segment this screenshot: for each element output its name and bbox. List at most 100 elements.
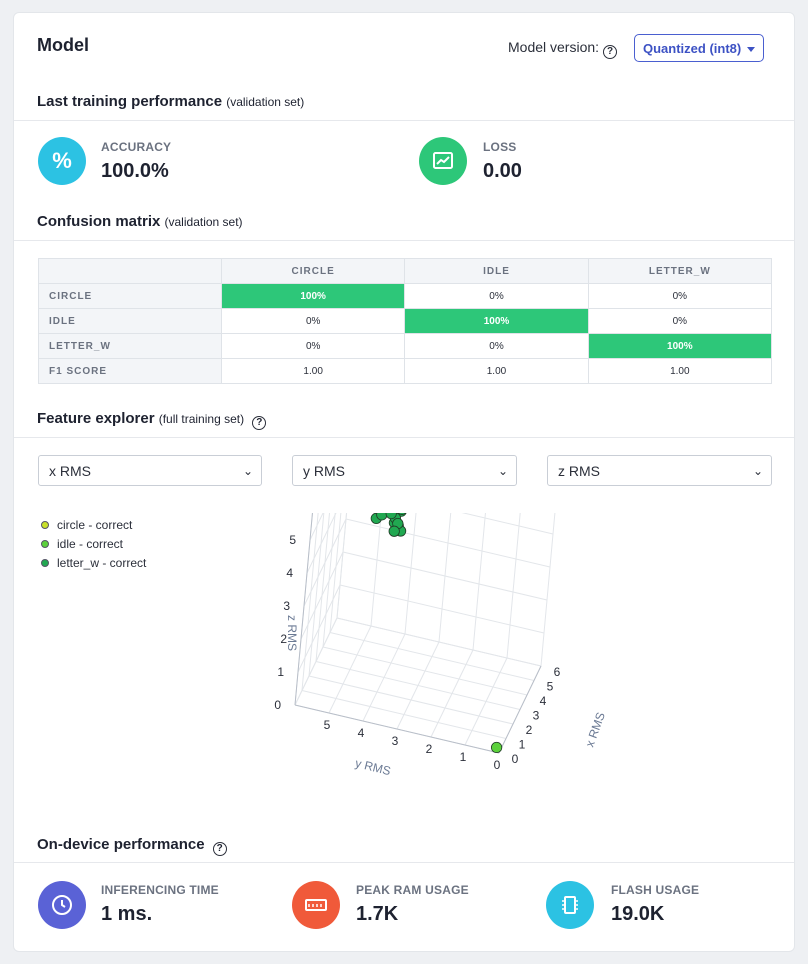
- peak-ram-label: PEAK RAM USAGE: [356, 883, 469, 897]
- model-version-value: Quantized (int8): [643, 41, 742, 56]
- data-point: [388, 525, 400, 537]
- grid-line: [438, 513, 452, 643]
- data-point: [491, 741, 503, 754]
- grid-line: [370, 513, 382, 627]
- svg-text:%: %: [52, 148, 72, 173]
- grid-line: [336, 617, 542, 667]
- z-tick-label: 1: [277, 665, 284, 679]
- confusion-matrix-table: CIRCLE IDLE LETTER_W CIRCLE 100% 0% 0% I…: [38, 258, 773, 384]
- divider: [14, 862, 794, 863]
- divider: [14, 240, 794, 241]
- column-header-circle: CIRCLE: [220, 258, 406, 284]
- table-cell: 100%: [404, 308, 589, 334]
- y-tick-label: 2: [426, 742, 433, 756]
- legend-item[interactable]: circle - correct: [41, 516, 146, 535]
- x-tick-label: 2: [526, 723, 533, 737]
- legend-item[interactable]: letter_w - correct: [41, 554, 146, 573]
- divider: [14, 120, 794, 121]
- divider: [14, 437, 794, 438]
- model-version-select[interactable]: Quantized (int8): [634, 34, 764, 62]
- help-icon[interactable]: ?: [603, 45, 618, 59]
- chevron-down-icon: ⌄: [497, 464, 508, 478]
- x-tick-label: 4: [540, 694, 547, 708]
- feature-explorer-subtitle: (full training set): [158, 412, 245, 426]
- x-tick-label: 6: [554, 665, 561, 679]
- x-axis-line: [498, 665, 542, 754]
- on-device-title: On-device performance ?: [37, 836, 227, 856]
- table-cell: 0%: [404, 283, 589, 309]
- x-axis-title: x RMS: [583, 710, 608, 749]
- y-tick-label: 0: [494, 758, 501, 772]
- accuracy-label: ACCURACY: [101, 140, 172, 154]
- y-axis-title: y RMS: [354, 756, 392, 778]
- grid-line: [472, 513, 486, 651]
- table-row: F1 SCORE 1.00 1.00 1.00: [38, 358, 773, 384]
- model-card: Model Model version:? Quantized (int8) L…: [13, 12, 795, 952]
- y-tick-label: 3: [392, 734, 399, 748]
- help-icon[interactable]: ?: [212, 842, 227, 856]
- loss-value: 0.00: [483, 160, 522, 182]
- row-header: LETTER_W: [38, 333, 222, 359]
- legend-item[interactable]: idle - correct: [41, 535, 146, 554]
- grid-line: [303, 518, 347, 607]
- legend-label: letter_w - correct: [57, 556, 147, 570]
- z-axis-line: [294, 513, 313, 706]
- grid-line: [430, 649, 474, 738]
- z-tick-label: 2: [280, 632, 287, 646]
- grid-line: [322, 513, 336, 648]
- grid-line: [362, 633, 406, 722]
- table-cell: 100%: [220, 283, 406, 309]
- legend-label: idle - correct: [57, 537, 124, 551]
- table-cell: 1.00: [404, 358, 589, 384]
- peak-ram-value: 1.7K: [356, 903, 399, 925]
- grid-line: [345, 518, 551, 568]
- z-tick-label: 4: [286, 566, 293, 580]
- legend-marker: [41, 559, 49, 567]
- table-corner-cell: [38, 258, 222, 284]
- legend-marker: [41, 540, 49, 548]
- flash-usage-value: 19.0K: [611, 903, 665, 925]
- caret-down-icon: [747, 47, 755, 52]
- page-title: Model: [37, 35, 89, 55]
- x-axis-select[interactable]: x RMS ⌄: [38, 455, 262, 486]
- z-tick-label: 0: [274, 698, 281, 712]
- training-section-title: Last training performance (validation se…: [37, 93, 305, 110]
- table-cell: 0%: [587, 283, 773, 309]
- x-tick-label: 3: [533, 709, 540, 723]
- y-tick-label: 4: [358, 726, 365, 740]
- grid-line: [404, 513, 417, 635]
- clock-icon: [38, 881, 86, 929]
- data-point: [397, 513, 407, 515]
- z-axis-select[interactable]: z RMS ⌄: [547, 455, 772, 486]
- grid-line: [506, 513, 521, 659]
- inferencing-time-value: 1 ms.: [101, 903, 153, 925]
- z-tick-label: 5: [289, 533, 296, 547]
- table-cell: 100%: [587, 333, 773, 359]
- flash-usage-label: FLASH USAGE: [611, 883, 700, 897]
- grid-line: [464, 657, 508, 746]
- help-icon[interactable]: ?: [252, 416, 267, 430]
- grid-line: [540, 513, 556, 667]
- chevron-down-icon: ⌄: [242, 464, 253, 478]
- grid-line: [342, 551, 548, 601]
- table-header-row: CIRCLE IDLE LETTER_W: [38, 258, 773, 284]
- ram-icon: [292, 881, 340, 929]
- trend-chart-icon: [419, 137, 467, 185]
- accuracy-value: 100.0%: [101, 160, 169, 182]
- grid-line: [339, 584, 545, 634]
- z-tick-label: 3: [283, 599, 290, 613]
- z-axis-title: z RMS: [285, 615, 299, 651]
- grid-line: [328, 625, 372, 714]
- z-tick-label: 6: [292, 513, 299, 514]
- grid-line: [300, 551, 344, 640]
- y-axis-select[interactable]: y RMS ⌄: [292, 455, 517, 486]
- grid-line: [396, 641, 440, 730]
- table-cell: 0%: [220, 333, 406, 359]
- data-point: [376, 513, 388, 521]
- table-cell: 0%: [220, 308, 406, 334]
- row-header: IDLE: [38, 308, 222, 334]
- table-cell: 0%: [404, 333, 589, 359]
- row-header: F1 SCORE: [38, 358, 222, 384]
- chevron-down-icon: ⌄: [752, 464, 763, 478]
